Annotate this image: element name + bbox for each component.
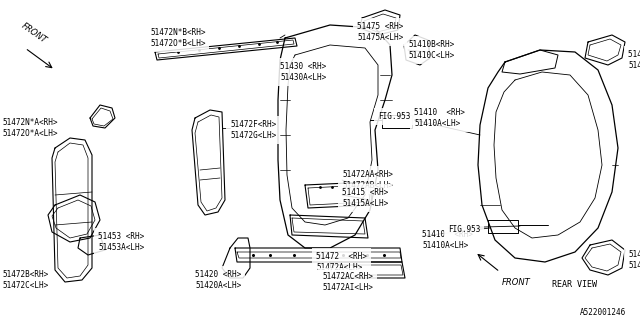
- Text: 51475 <RH>
51475A<LH>: 51475 <RH> 51475A<LH>: [357, 22, 403, 42]
- Text: FIG.953: FIG.953: [448, 225, 481, 234]
- Text: FIG.953: FIG.953: [378, 112, 410, 121]
- Text: 51430 <RH>
51430A<LH>: 51430 <RH> 51430A<LH>: [280, 62, 326, 82]
- Text: 51472AA<RH>
51472AB<LH>: 51472AA<RH> 51472AB<LH>: [342, 170, 393, 190]
- Text: 51472F<RH>
51472G<LH>: 51472F<RH> 51472G<LH>: [230, 120, 276, 140]
- Text: 51415 <RH>
51415A<LH>: 51415 <RH> 51415A<LH>: [342, 188, 388, 208]
- Text: 51475  <RH>
51475A<LH>: 51475 <RH> 51475A<LH>: [628, 50, 640, 70]
- Text: 51472AC<RH>
51472AI<LH>: 51472AC<RH> 51472AI<LH>: [322, 272, 373, 292]
- Text: 51410B<RH>
51410C<LH>: 51410B<RH> 51410C<LH>: [408, 40, 454, 60]
- Text: FRONT: FRONT: [20, 21, 49, 45]
- Text: 51453 <RH>
51453A<LH>: 51453 <RH> 51453A<LH>: [98, 232, 144, 252]
- Text: 51472N*B<RH>
51472O*B<LH>: 51472N*B<RH> 51472O*B<LH>: [150, 28, 205, 48]
- Text: 51410B<RH>
51410C<LH>: 51410B<RH> 51410C<LH>: [628, 250, 640, 270]
- Text: FRONT: FRONT: [502, 278, 531, 287]
- Text: 51472B<RH>
51472C<LH>: 51472B<RH> 51472C<LH>: [2, 270, 48, 290]
- Text: A522001246: A522001246: [580, 308, 627, 317]
- Text: 51472  <RH>
51472A<LH>: 51472 <RH> 51472A<LH>: [316, 252, 367, 272]
- Text: 51472N*A<RH>
51472O*A<LH>: 51472N*A<RH> 51472O*A<LH>: [2, 118, 58, 138]
- Text: 51410  <RH>
51410A<LH>: 51410 <RH> 51410A<LH>: [422, 230, 473, 250]
- Text: REAR VIEW: REAR VIEW: [552, 280, 597, 289]
- Text: 51420 <RH>
51420A<LH>: 51420 <RH> 51420A<LH>: [195, 270, 241, 290]
- Text: 51410  <RH>
51410A<LH>: 51410 <RH> 51410A<LH>: [414, 108, 465, 128]
